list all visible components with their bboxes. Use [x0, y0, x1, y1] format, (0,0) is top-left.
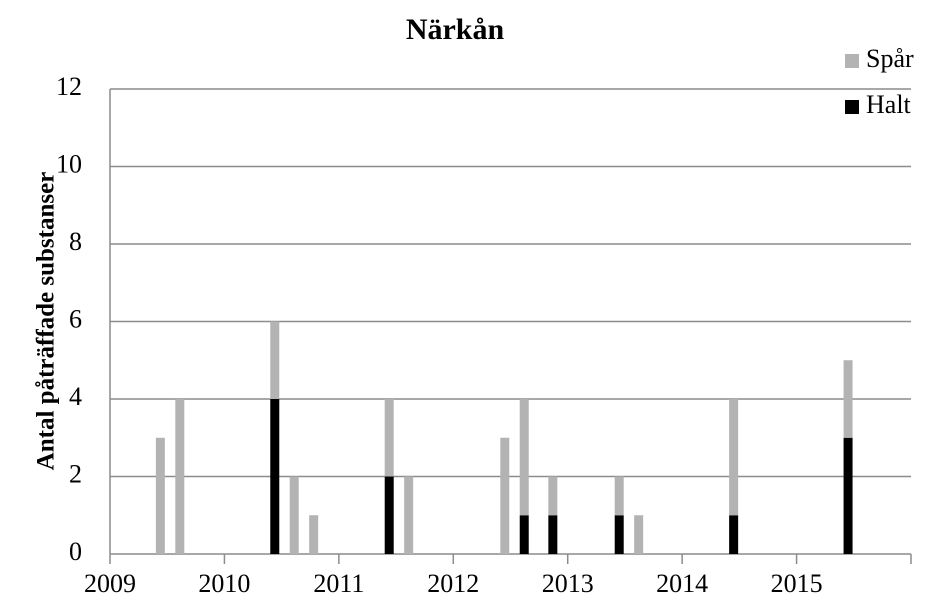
- bar-segment: [548, 476, 558, 516]
- y-tick-label: 8: [69, 227, 82, 256]
- bar-segment: [614, 515, 624, 554]
- bar-segment: [309, 515, 319, 554]
- y-tick-label: 10: [56, 149, 82, 178]
- x-tick-label: 2015: [771, 569, 823, 598]
- bar-segment: [289, 476, 299, 554]
- bar-segment: [500, 437, 510, 554]
- y-tick-label: 2: [69, 459, 82, 488]
- y-axis-label: Antal påträffade substanser: [33, 172, 60, 471]
- bar-segment: [175, 399, 185, 554]
- legend-swatch: [845, 100, 859, 114]
- bar-segment: [155, 437, 165, 554]
- x-tick-label: 2014: [656, 569, 708, 598]
- y-tick-label: 12: [56, 72, 82, 101]
- bar-segment: [404, 476, 414, 554]
- bar-segment: [519, 399, 529, 516]
- y-tick-label: 0: [69, 537, 82, 566]
- legend-label: Spår: [866, 44, 914, 73]
- x-tick-label: 2010: [198, 569, 250, 598]
- y-tick-label: 4: [69, 382, 82, 411]
- bar-segment: [519, 515, 529, 554]
- x-tick-label: 2013: [542, 569, 594, 598]
- y-tick-label: 6: [69, 304, 82, 333]
- legend-label: Halt: [866, 90, 912, 119]
- bar-segment: [384, 476, 394, 554]
- bar-segment: [270, 399, 280, 554]
- bar-segment: [384, 399, 394, 477]
- bar-segment: [729, 399, 739, 516]
- bar-segment: [548, 515, 558, 554]
- x-tick-label: 2009: [84, 569, 136, 598]
- bar-segment: [843, 437, 853, 554]
- bar-segment: [614, 476, 624, 516]
- bar-segment: [843, 360, 853, 438]
- x-tick-label: 2012: [427, 569, 479, 598]
- bar-segment: [729, 515, 739, 554]
- bar-segment: [270, 321, 280, 399]
- x-tick-label: 2011: [313, 569, 364, 598]
- chart-title: Närkån: [406, 13, 505, 46]
- legend-swatch: [845, 54, 859, 68]
- bar-segment: [634, 515, 644, 554]
